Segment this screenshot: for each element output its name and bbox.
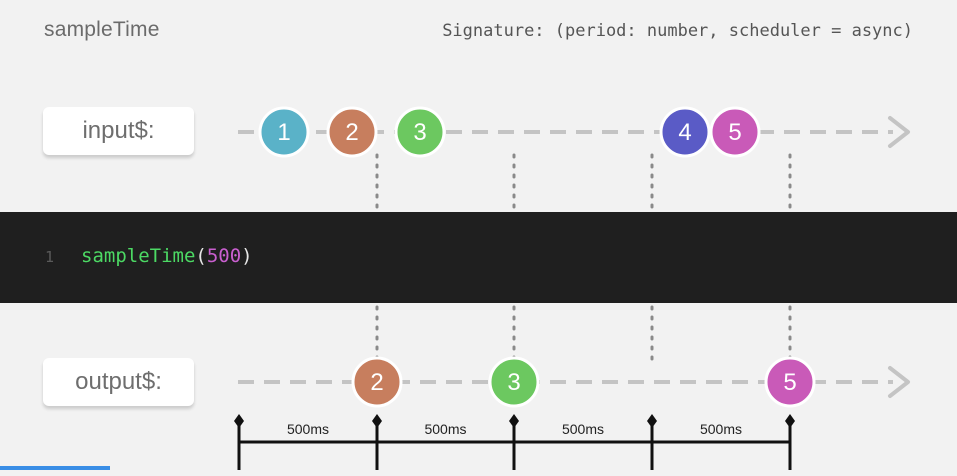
input-stream-label-text: input$:	[82, 117, 155, 144]
interval-tick-head	[234, 414, 244, 428]
interval-label: 500ms	[287, 421, 329, 437]
input-marble	[659, 106, 711, 158]
progress-accent-bar	[0, 466, 110, 470]
input-marble	[394, 106, 446, 158]
output-arrow-icon	[888, 366, 910, 398]
code-panel: 1 sampleTime(500)	[0, 212, 957, 303]
input-marble-label: 4	[678, 119, 691, 146]
output-stream-label-text: output$:	[75, 368, 162, 395]
input-marble-label: 3	[413, 119, 426, 146]
output-marble-label: 5	[783, 369, 796, 396]
interval-tick-head	[509, 414, 519, 428]
interval-label: 500ms	[700, 421, 742, 437]
input-marble-label: 2	[345, 119, 358, 146]
input-marble	[326, 106, 378, 158]
line-number: 1	[45, 248, 55, 266]
input-marble	[258, 106, 310, 158]
interval-tick-head	[372, 414, 382, 428]
output-marble	[351, 356, 403, 408]
code-close-paren: )	[241, 245, 253, 267]
output-marble-label: 2	[370, 369, 383, 396]
input-marble-label: 5	[728, 119, 741, 146]
output-marble	[764, 356, 816, 408]
interval-label: 500ms	[424, 421, 466, 437]
output-marble	[488, 356, 540, 408]
code-line: 1 sampleTime(500)	[45, 245, 253, 267]
interval-tick-head	[647, 414, 657, 428]
code-argument: 500	[206, 245, 242, 267]
input-marble	[709, 106, 761, 158]
output-marble-label: 3	[507, 369, 520, 396]
signature-text: Signature: (period: number, scheduler = …	[442, 21, 913, 41]
code-function-name: sampleTime	[81, 245, 196, 267]
code-open-paren: (	[195, 245, 207, 267]
interval-label: 500ms	[562, 421, 604, 437]
output-stream-label: output$:	[43, 358, 194, 406]
input-arrow-icon	[888, 116, 910, 148]
diagram-title: sampleTime	[44, 18, 160, 41]
input-stream-label: input$:	[43, 107, 194, 155]
interval-tick-head	[785, 414, 795, 428]
input-marble-label: 1	[277, 119, 290, 146]
